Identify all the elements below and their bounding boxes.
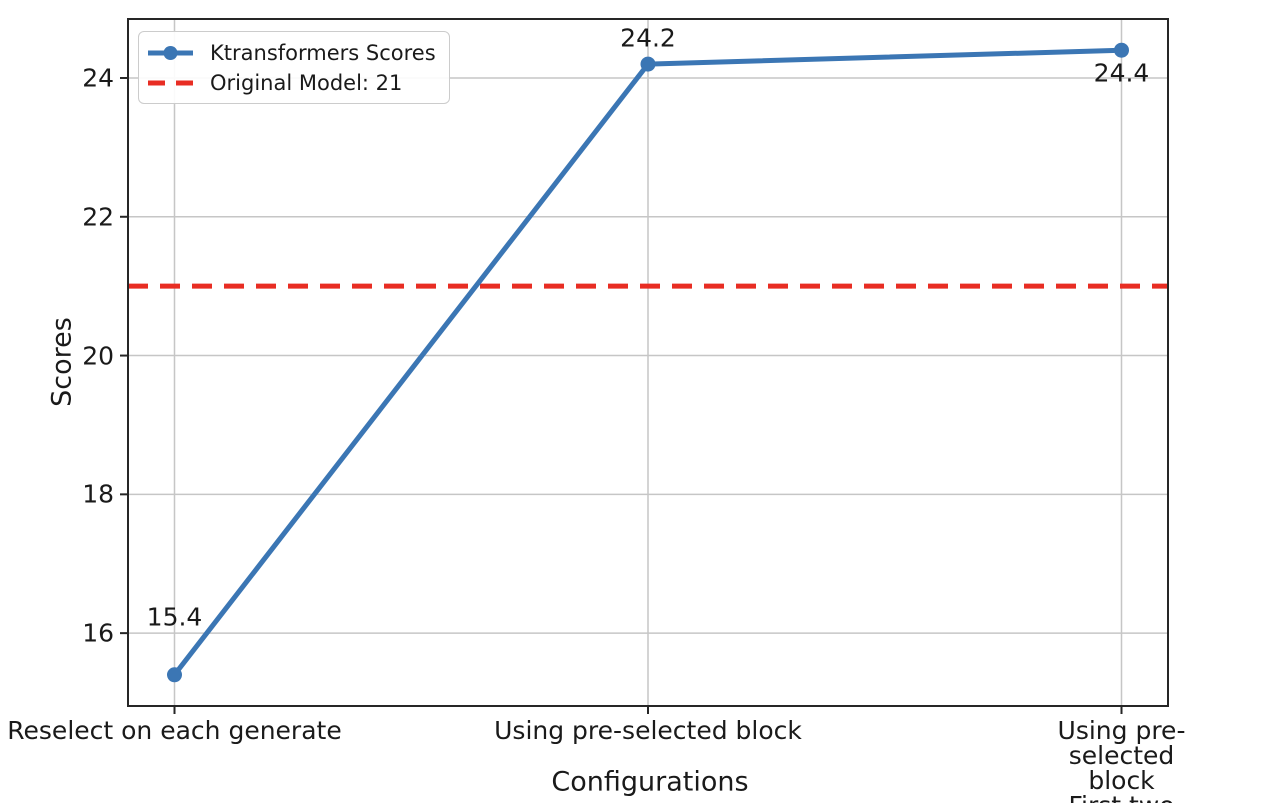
data-point-label: 15.4 xyxy=(146,602,203,632)
y-tick-label: 18 xyxy=(82,479,114,509)
legend-label: Original Model: 21 xyxy=(210,70,403,95)
y-axis-title: Scores xyxy=(46,317,78,407)
y-tick-label: 22 xyxy=(82,202,114,232)
legend-label: Ktransformers Scores xyxy=(210,40,436,65)
legend: Ktransformers Scores Original Model: 21 xyxy=(138,31,450,104)
data-point-label: 24.2 xyxy=(620,23,676,53)
y-tick-label: 24 xyxy=(82,63,114,93)
x-tick-label: Reselect on each generate xyxy=(7,716,342,745)
line-marker-sample-icon xyxy=(148,45,193,60)
y-tick-label: 16 xyxy=(82,618,114,648)
x-axis-title: Configurations xyxy=(551,766,749,798)
legend-item-ktransformers-scores: Ktransformers Scores xyxy=(147,39,436,66)
x-tick-label: Using pre-selected block First two layer… xyxy=(1057,716,1186,803)
legend-item-original-model: Original Model: 21 xyxy=(147,69,436,96)
dashed-line-sample-icon xyxy=(148,80,193,85)
y-tick-label: 20 xyxy=(82,341,114,371)
x-tick-label: Using pre-selected block xyxy=(494,716,802,745)
data-point-marker xyxy=(167,667,182,683)
data-point-label: 24.4 xyxy=(1093,58,1150,88)
data-point-marker xyxy=(640,56,656,72)
data-point-marker xyxy=(1114,42,1129,58)
